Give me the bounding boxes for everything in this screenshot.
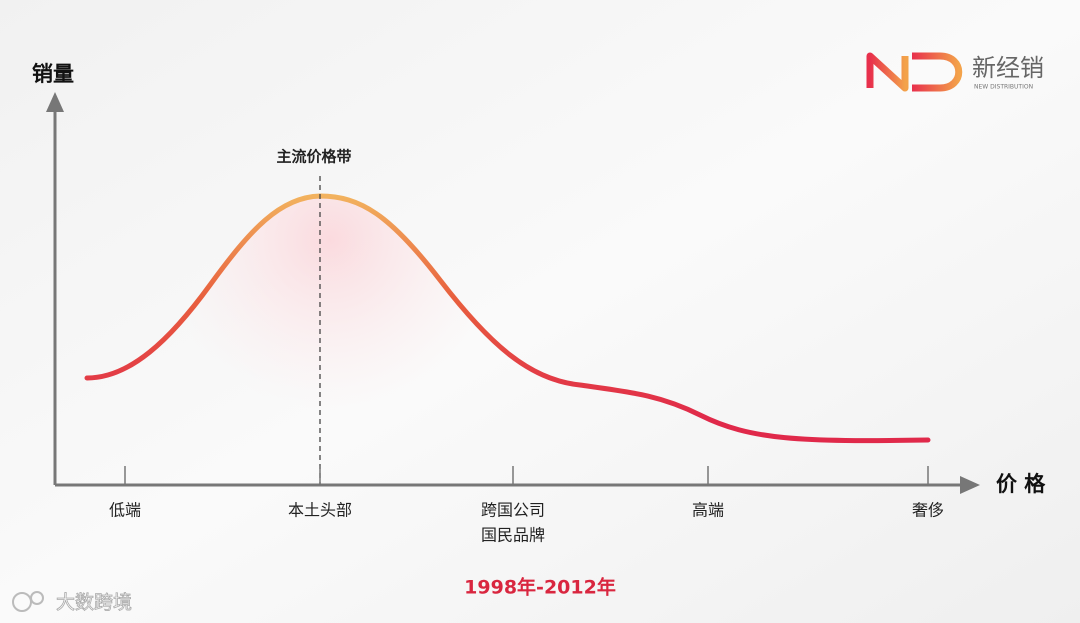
y-axis-label: 销量 <box>32 62 74 86</box>
logo-subtitle: NEW DISTRIBUTION <box>974 84 1033 91</box>
watermark-icon <box>12 592 32 612</box>
curve <box>84 193 931 444</box>
x-tick-label: 国民品牌 <box>481 526 545 545</box>
watermark: 大数跨境 <box>12 591 132 614</box>
x-tick-label: 跨国公司 <box>481 501 545 520</box>
curve-area <box>87 196 928 485</box>
x-tick-label: 低端 <box>109 501 141 520</box>
x-axis-label: 价 格 <box>996 472 1046 496</box>
x-tick-label: 奢侈 <box>912 501 944 520</box>
logo-mark <box>912 52 963 92</box>
x-tick-label: 本土头部 <box>288 501 352 520</box>
period: 1998年-2012年 <box>464 576 616 599</box>
x-axis-arrow <box>960 476 980 494</box>
logo: 新经销 NEW DISTRIBUTION <box>866 52 1044 92</box>
annotation: 主流价格带 <box>276 148 351 166</box>
watermark-icon <box>30 591 44 605</box>
logo-mark <box>866 52 909 92</box>
x-tick-label: 高端 <box>692 501 724 520</box>
y-axis-arrow <box>46 92 64 112</box>
watermark-text: 大数跨境 <box>56 592 132 614</box>
logo-name: 新经销 <box>972 54 1044 82</box>
